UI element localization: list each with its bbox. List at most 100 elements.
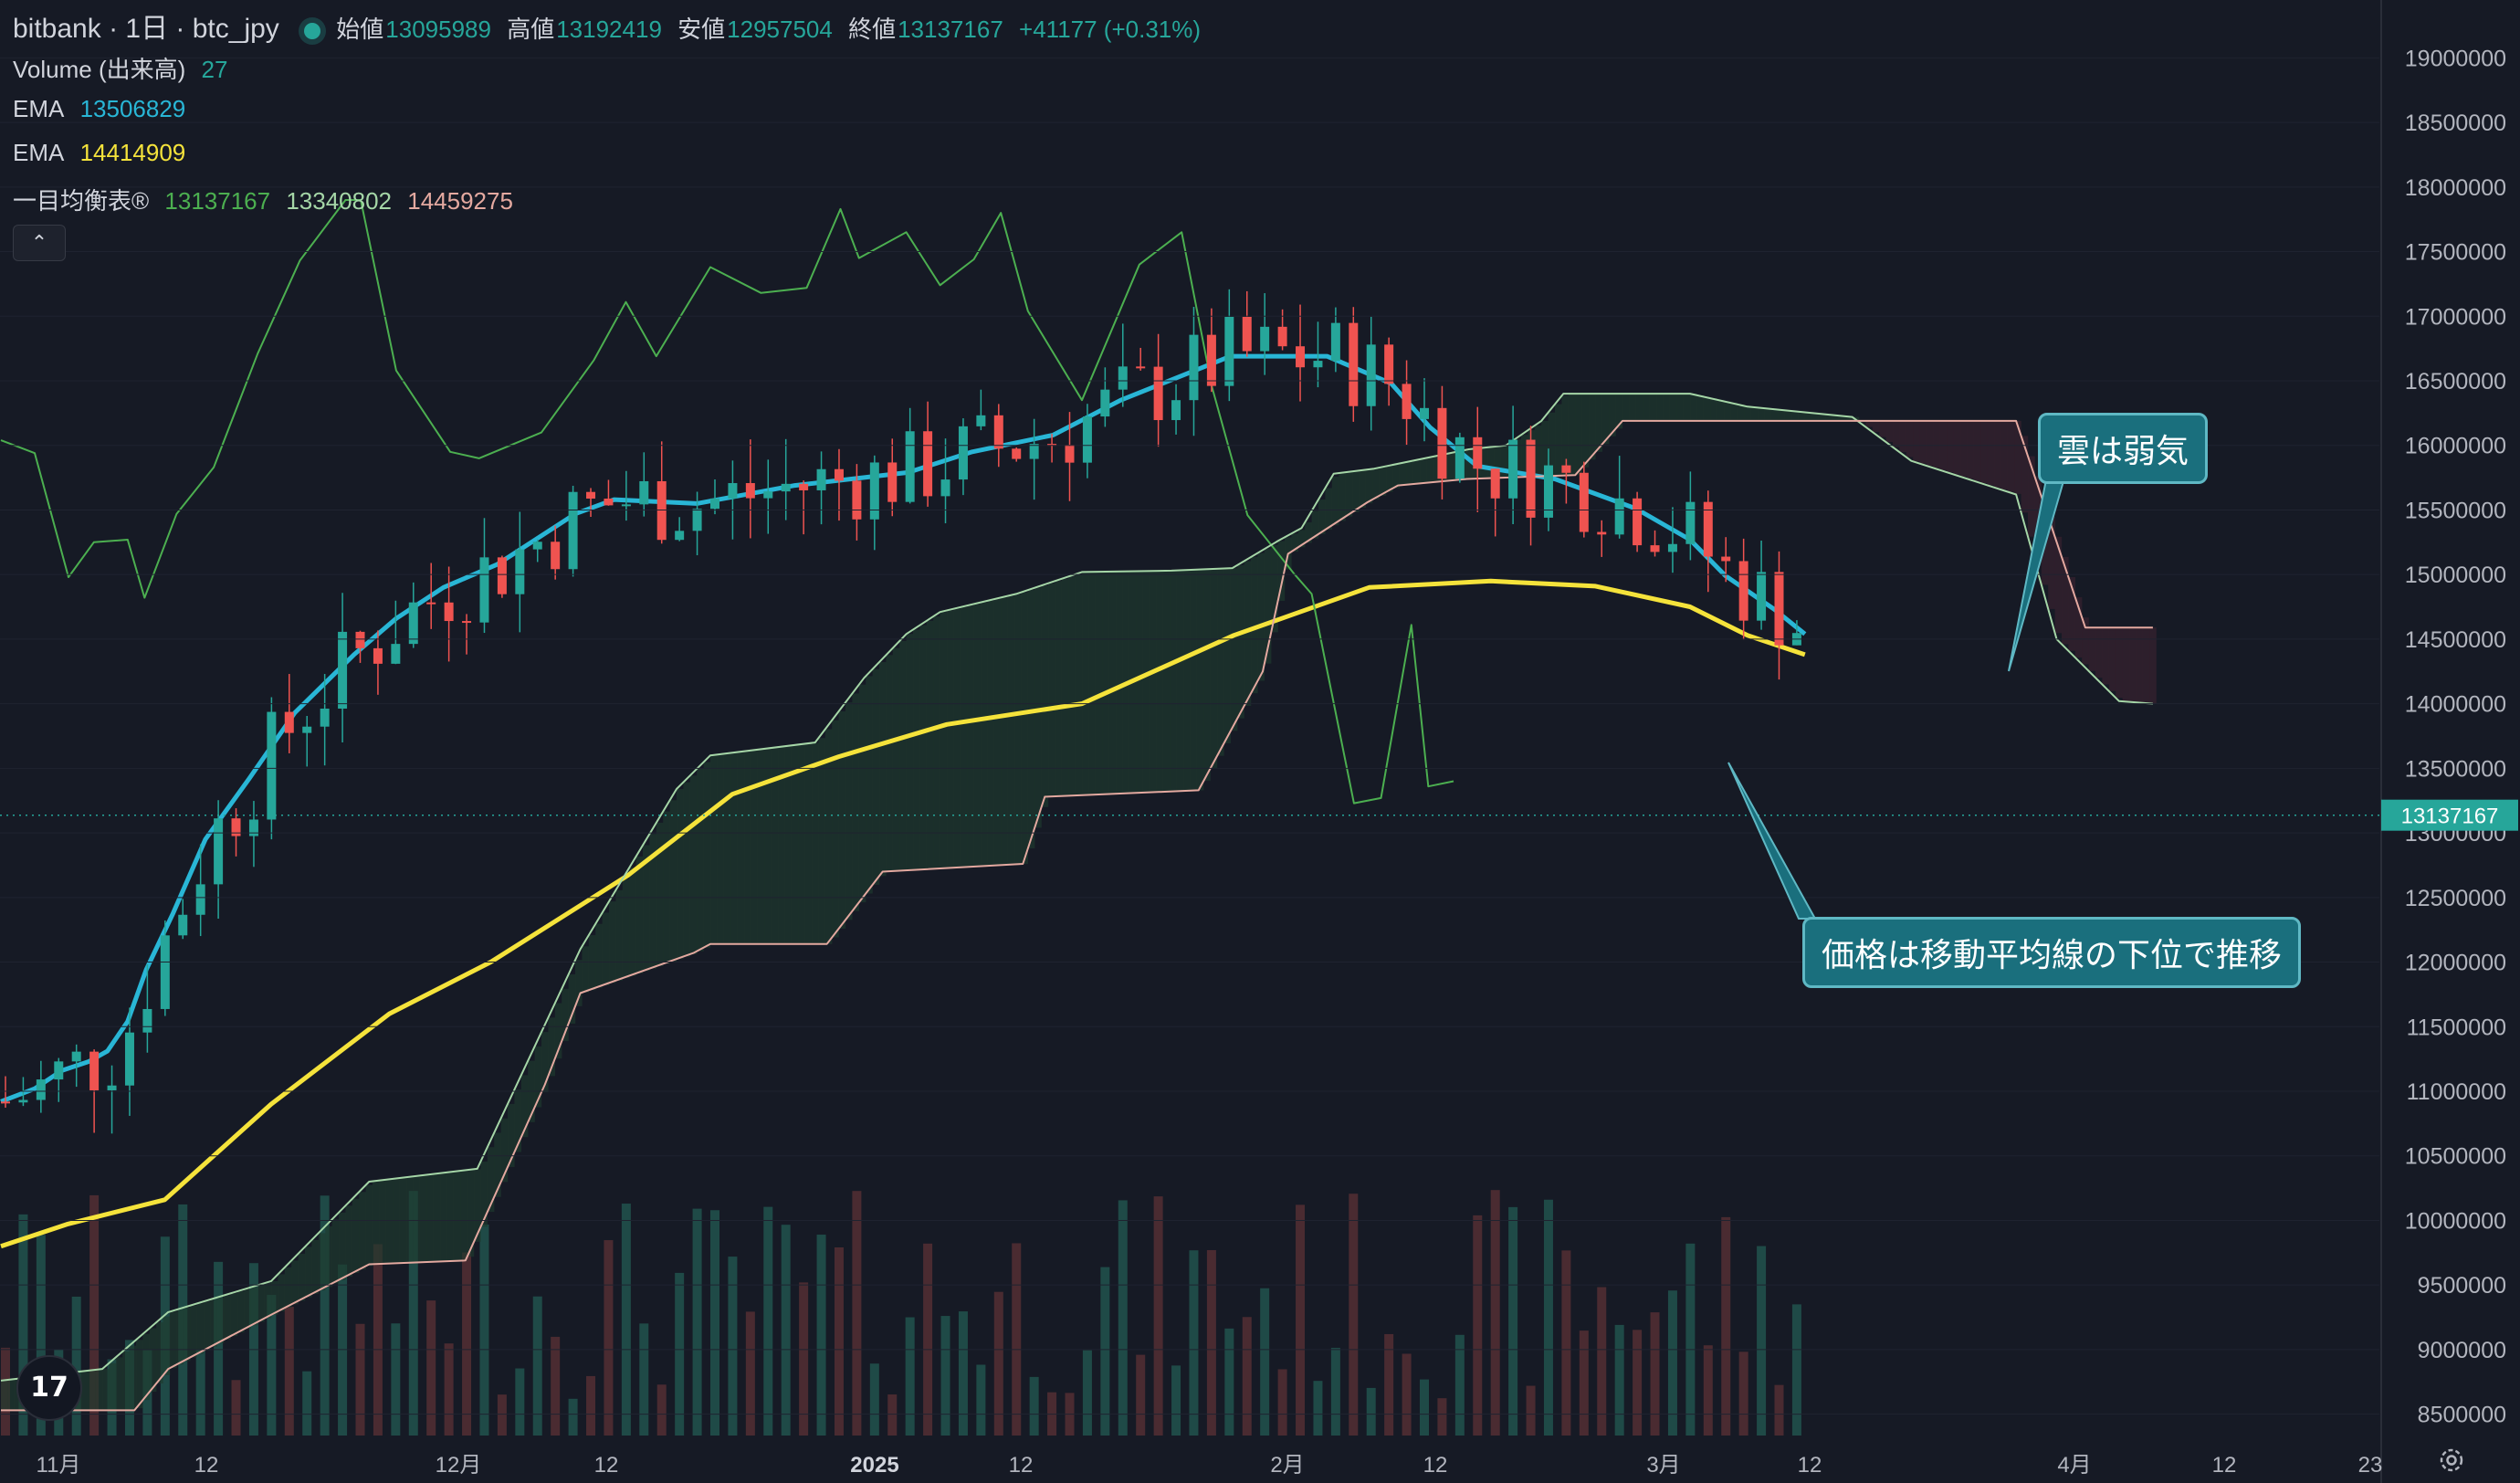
- volume-bar: [1597, 1287, 1607, 1436]
- volume-bar: [1579, 1330, 1589, 1436]
- candle-body: [656, 480, 667, 541]
- cloud-segment: [149, 1328, 157, 1393]
- symbol-title[interactable]: bitbank · 1日 · btc_jpy: [13, 14, 279, 44]
- cloud-segment: [1075, 573, 1083, 796]
- cloud-segment: [940, 612, 948, 869]
- annotation-cloud-text: 雲は弱気: [2057, 432, 2189, 469]
- chikou-span-line: [0, 199, 1454, 805]
- cloud-segment: [703, 762, 711, 948]
- ichimoku-cloud: [1, 394, 2157, 1411]
- cloud-segment: [1014, 594, 1022, 865]
- cloud-segment: [1108, 571, 1117, 794]
- cloud-segment: [1899, 420, 1906, 453]
- candle-body: [586, 491, 596, 500]
- candle-body: [1012, 448, 1022, 459]
- candle-body: [816, 468, 826, 490]
- cloud-segment: [1041, 585, 1049, 807]
- cloud-segment: [1947, 420, 1954, 473]
- tradingview-logo[interactable]: 17: [16, 1355, 82, 1421]
- time-tick-label: 3月: [1646, 1453, 1680, 1478]
- cloud-segment: [643, 845, 650, 972]
- volume-bar: [905, 1317, 915, 1436]
- volume-bar: [993, 1291, 1003, 1436]
- candle-body: [124, 1032, 134, 1086]
- volume-bar: [1313, 1381, 1323, 1436]
- market-status-dot: [304, 23, 321, 40]
- volume-bar: [1349, 1194, 1359, 1436]
- volume-bar: [515, 1368, 525, 1436]
- cloud-segment: [1967, 420, 1974, 479]
- cloud-segment: [433, 1173, 441, 1262]
- volume-bar: [1171, 1365, 1181, 1436]
- current-price-tag-label: 13137167: [2401, 805, 2499, 829]
- cloud-segment: [541, 1032, 549, 1093]
- candle-body: [604, 499, 614, 506]
- high-label: 高値: [507, 16, 555, 43]
- ichimoku-label: 一目均衡表®: [13, 187, 150, 215]
- price-callout-pointer: [1727, 762, 1817, 920]
- volume-bar: [1153, 1196, 1163, 1436]
- cloud-segment: [170, 1311, 177, 1369]
- cloud-segment: [196, 1303, 205, 1354]
- candle-body: [1579, 472, 1589, 532]
- candle-body: [1171, 400, 1181, 421]
- volume-bar: [1473, 1215, 1483, 1436]
- ichimoku-legend[interactable]: 一目均衡表® 13137167 13340802 14459275: [13, 183, 522, 216]
- annotation-price-text: 価格は移動平均線の下位で推移: [1822, 936, 2283, 973]
- cloud-segment: [1589, 394, 1596, 460]
- annotation-price-below-ma[interactable]: 価格は移動平均線の下位で推移: [1802, 917, 2302, 988]
- candle-body: [391, 644, 401, 664]
- cloud-segment: [1683, 394, 1691, 421]
- chevron-up-icon[interactable]: ⌃: [13, 225, 66, 261]
- volume-bar: [604, 1240, 614, 1436]
- volume-bar: [284, 1306, 294, 1436]
- cloud-segment: [1953, 420, 1961, 475]
- cloud-segment: [1568, 394, 1576, 476]
- cloud-segment: [331, 1219, 340, 1284]
- candle-body: [834, 468, 844, 481]
- cloud-segment: [291, 1260, 299, 1305]
- candle-body: [1757, 572, 1767, 621]
- cloud-segment: [1007, 595, 1015, 865]
- ema-fast-legend[interactable]: EMA 13506829: [13, 95, 194, 123]
- close-value: 13137167: [898, 16, 1003, 43]
- candle-body: [532, 542, 542, 550]
- cloud-segment: [453, 1171, 461, 1261]
- high-value: 13192419: [556, 16, 662, 43]
- candle-body: [1774, 572, 1784, 646]
- ichimoku-value-3: 14459275: [407, 187, 513, 215]
- annotation-cloud-bearish[interactable]: 雲は弱気: [2038, 413, 2209, 484]
- cloud-segment: [1758, 407, 1765, 421]
- settings-icon[interactable]: [2438, 1446, 2465, 1474]
- cloud-segment: [2088, 627, 2096, 671]
- cloud-segment: [1987, 420, 1995, 486]
- cloud-segment: [1676, 394, 1684, 421]
- volume-bar: [745, 1311, 755, 1436]
- cloud-segment: [832, 720, 839, 938]
- volume-bar: [1791, 1304, 1801, 1436]
- cloud-segment: [1352, 471, 1360, 512]
- candle-body: [1633, 498, 1643, 546]
- ema-slow-legend[interactable]: EMA 14414909: [13, 139, 194, 167]
- cloud-segment: [325, 1225, 332, 1288]
- cloud-segment: [1183, 570, 1191, 792]
- cloud-segment: [1595, 394, 1602, 452]
- cloud-segment: [1257, 552, 1265, 681]
- candle-body: [1260, 326, 1270, 352]
- candle-body: [1614, 498, 1624, 535]
- cloud-segment: [1832, 415, 1839, 421]
- cloud-segment: [142, 1333, 150, 1401]
- cloud-segment: [1095, 572, 1103, 795]
- candle-body: [1029, 444, 1039, 459]
- symbol-legend: bitbank · 1日 · btc_jpy 始値13095989 高値1319…: [13, 5, 1210, 46]
- volume-bar: [799, 1282, 809, 1436]
- cloud-segment: [629, 868, 636, 976]
- price-tick-label: 13500000: [2405, 756, 2506, 782]
- volume-bar: [728, 1257, 738, 1436]
- candle-body: [355, 631, 365, 648]
- volume-legend[interactable]: Volume (出来高) 27: [13, 51, 236, 85]
- volume-bar: [1526, 1385, 1536, 1436]
- cloud-segment: [1088, 572, 1096, 795]
- candle-body: [1118, 366, 1128, 390]
